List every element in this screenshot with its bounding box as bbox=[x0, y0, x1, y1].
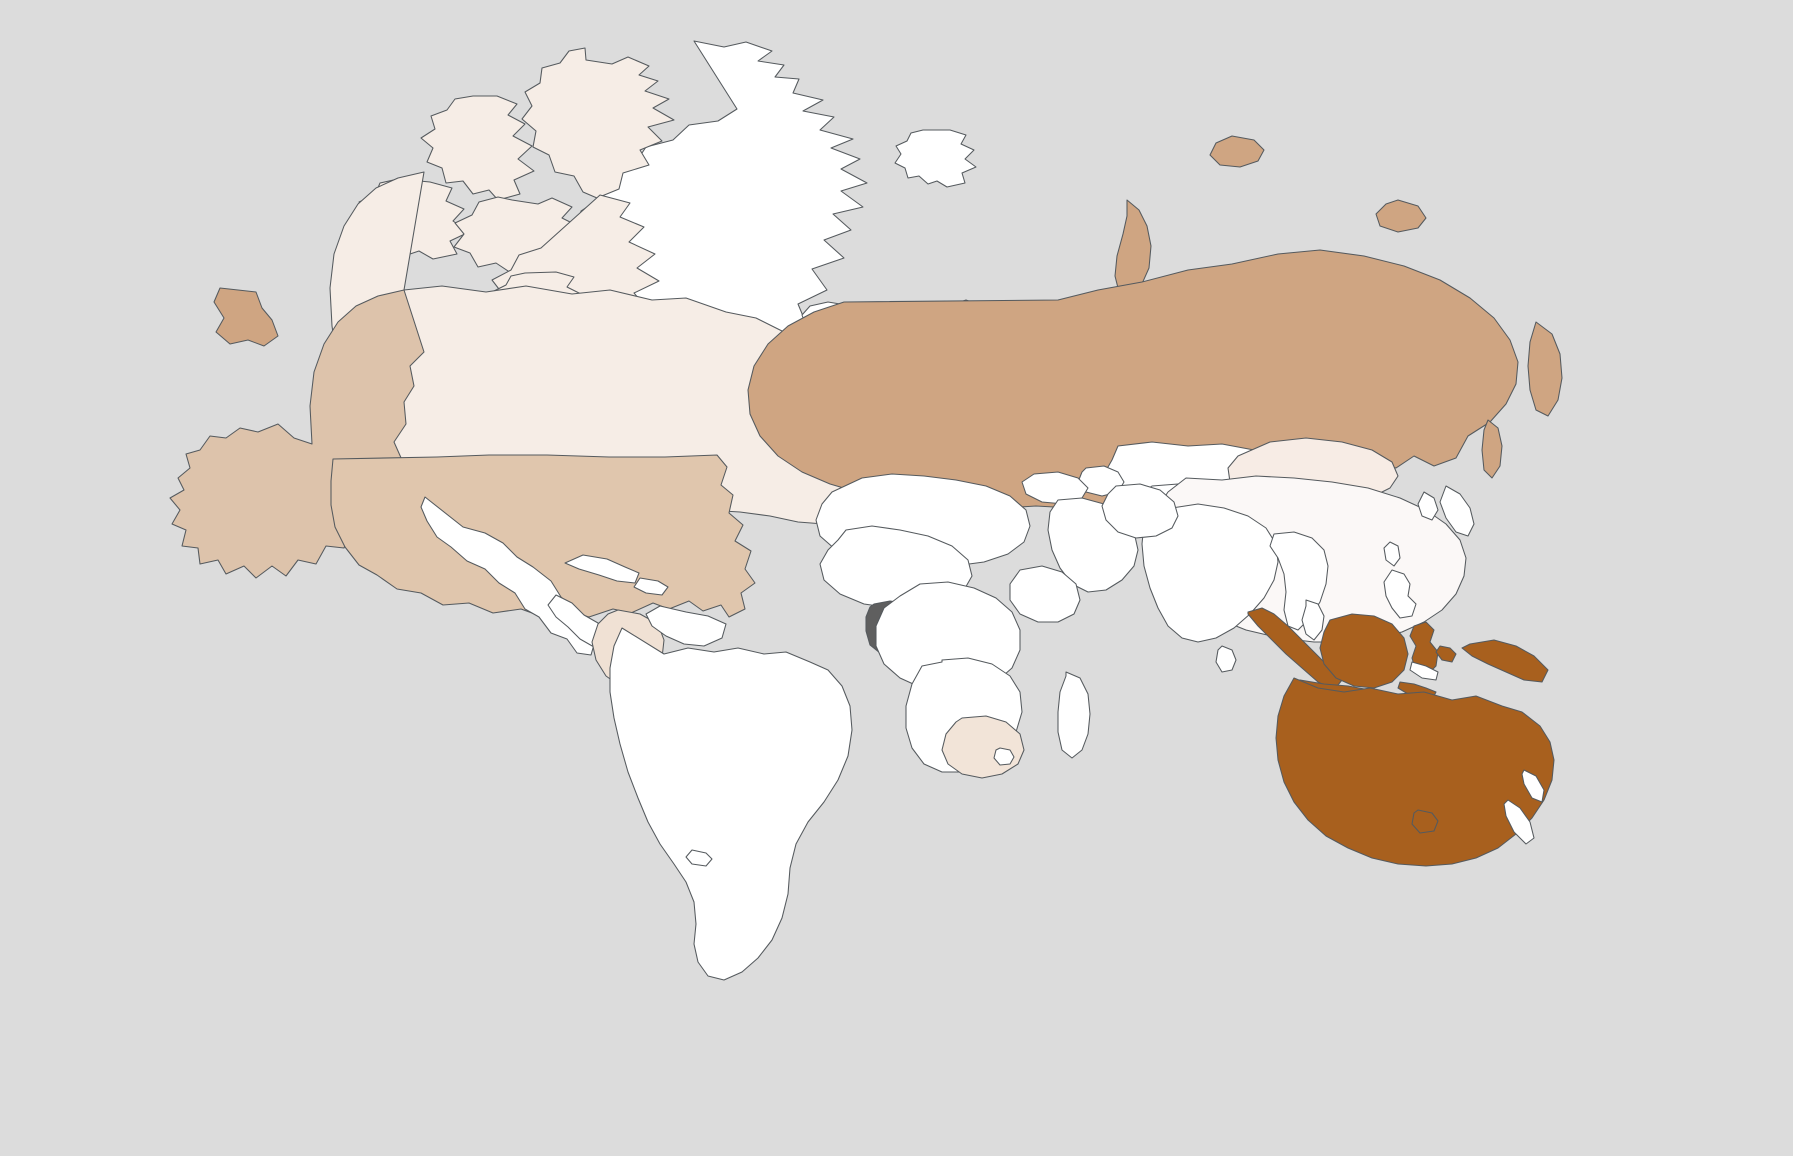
country-united-states[interactable] bbox=[331, 455, 755, 617]
country-indonesia-kalimantan[interactable] bbox=[1320, 614, 1408, 688]
country-sakhalin[interactable] bbox=[1482, 420, 1502, 478]
country-indonesia-maluku[interactable] bbox=[1436, 646, 1456, 662]
country-papua-new-guinea[interactable] bbox=[1410, 662, 1438, 680]
country-iran[interactable] bbox=[1102, 484, 1178, 538]
country-kamchatka[interactable] bbox=[1528, 322, 1562, 416]
country-franz-josef-land[interactable] bbox=[1210, 136, 1264, 167]
country-east-africa-horn[interactable] bbox=[1010, 566, 1080, 622]
country-taiwan[interactable] bbox=[1384, 542, 1400, 566]
country-new-zealand[interactable] bbox=[1504, 770, 1544, 844]
country-caribbean-hispaniola[interactable] bbox=[634, 578, 668, 595]
country-indonesia-papua[interactable] bbox=[1462, 640, 1548, 682]
country-lesotho[interactable] bbox=[994, 748, 1014, 765]
country-layer[interactable] bbox=[170, 41, 1562, 980]
country-tasmania[interactable] bbox=[1412, 810, 1438, 833]
country-severnaya-zemlya[interactable] bbox=[1376, 200, 1426, 232]
country-brazil-and-south-america[interactable] bbox=[610, 628, 852, 980]
country-malaysia-peninsula[interactable] bbox=[1302, 600, 1324, 640]
country-canada-arctic-axel-heiberg[interactable] bbox=[421, 96, 534, 200]
country-korea-japan[interactable] bbox=[1418, 486, 1474, 536]
country-venezuela[interactable] bbox=[646, 606, 726, 646]
country-falkland-islands[interactable] bbox=[686, 850, 712, 866]
country-australia[interactable] bbox=[1276, 678, 1554, 866]
country-sri-lanka[interactable] bbox=[1216, 646, 1236, 672]
country-caribbean-cuba[interactable] bbox=[565, 555, 639, 583]
country-alaska-aleutian-tip[interactable] bbox=[214, 288, 278, 346]
country-canada[interactable] bbox=[330, 172, 896, 524]
country-mexico[interactable] bbox=[421, 497, 595, 655]
country-canada-arctic-ellesmere[interactable] bbox=[522, 48, 674, 198]
country-svalbard[interactable] bbox=[895, 130, 976, 187]
country-madagascar[interactable] bbox=[1058, 672, 1090, 758]
country-philippines[interactable] bbox=[1384, 570, 1416, 618]
